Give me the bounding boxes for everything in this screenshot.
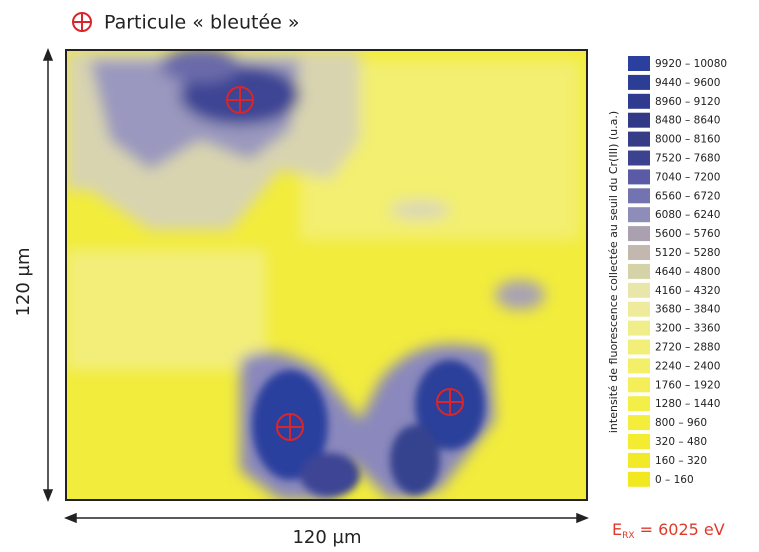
legend-label: 1760 – 1920: [655, 379, 720, 391]
energy-symbol: E: [612, 520, 622, 539]
legend-swatch: [628, 56, 650, 71]
legend-label: 0 – 160: [655, 474, 694, 486]
legend-label: 160 – 320: [655, 455, 707, 467]
legend-label: 5600 – 5760: [655, 228, 720, 240]
legend-swatch: [628, 377, 650, 393]
legend-swatch: [628, 339, 650, 355]
legend-swatch: [628, 74, 650, 90]
legend-swatch: [628, 415, 650, 431]
energy-value: = 6025 eV: [635, 520, 725, 539]
scale-arrows: [42, 47, 590, 524]
legend-label: 6080 – 6240: [655, 209, 720, 221]
legend-label: 4160 – 4320: [655, 285, 720, 297]
legend-label: 7520 – 7680: [655, 153, 720, 165]
title-icon: [72, 12, 92, 32]
energy-label: ERX = 6025 eV: [612, 520, 725, 541]
legend-swatch: [628, 396, 650, 412]
map-frame: [65, 49, 588, 501]
legend-label: 4640 – 4800: [655, 266, 720, 278]
title: Particule « bleutée »: [104, 12, 300, 34]
legend: 9920 – 10080 9440 – 9600 8960 – 9120 8480 –…: [628, 56, 727, 487]
legend-label: 2240 – 2400: [655, 360, 720, 372]
legend-label: 2720 – 2880: [655, 342, 720, 354]
legend-label: 8960 – 9120: [655, 96, 720, 108]
legend-swatch: [628, 245, 650, 260]
legend-label: 5120 – 5280: [655, 247, 720, 259]
legend-swatch: [628, 434, 650, 449]
y-scale-label: 120 µm: [13, 247, 34, 316]
legend-label: 320 – 480: [655, 436, 707, 448]
legend-swatch: [628, 131, 650, 147]
legend-label: 6560 – 6720: [655, 190, 720, 202]
legend-swatch: [628, 320, 650, 336]
legend-label: 9920 – 10080: [655, 58, 727, 70]
x-scale-label: 120 µm: [292, 527, 361, 548]
legend-label: 3680 – 3840: [655, 304, 720, 316]
legend-label: 9440 – 9600: [655, 77, 720, 89]
legend-swatch: [628, 452, 650, 468]
legend-swatch: [628, 301, 650, 317]
legend-swatch: [628, 150, 650, 166]
legend-label: 7040 – 7200: [655, 171, 720, 183]
legend-title: intensité de fluorescence collectée au s…: [607, 111, 620, 433]
particle-markers: [226, 86, 464, 441]
legend-swatch: [628, 282, 650, 298]
legend-swatch: [628, 188, 650, 204]
legend-swatch: [628, 471, 650, 487]
legend-label: 8480 – 8640: [655, 115, 720, 127]
heat-map: [66, 50, 587, 500]
legend-swatch: [628, 226, 650, 242]
legend-swatch: [628, 207, 650, 223]
legend-label: 800 – 960: [655, 417, 707, 429]
legend-swatch: [628, 358, 650, 374]
legend-label: 1280 – 1440: [655, 398, 720, 410]
legend-label: 3200 – 3360: [655, 323, 720, 335]
legend-swatch: [628, 263, 650, 279]
legend-swatch: [628, 169, 650, 185]
energy-subscript: RX: [622, 531, 634, 541]
legend-label: 8000 – 8160: [655, 134, 720, 146]
legend-swatch: [628, 93, 650, 109]
legend-swatch: [628, 112, 650, 128]
